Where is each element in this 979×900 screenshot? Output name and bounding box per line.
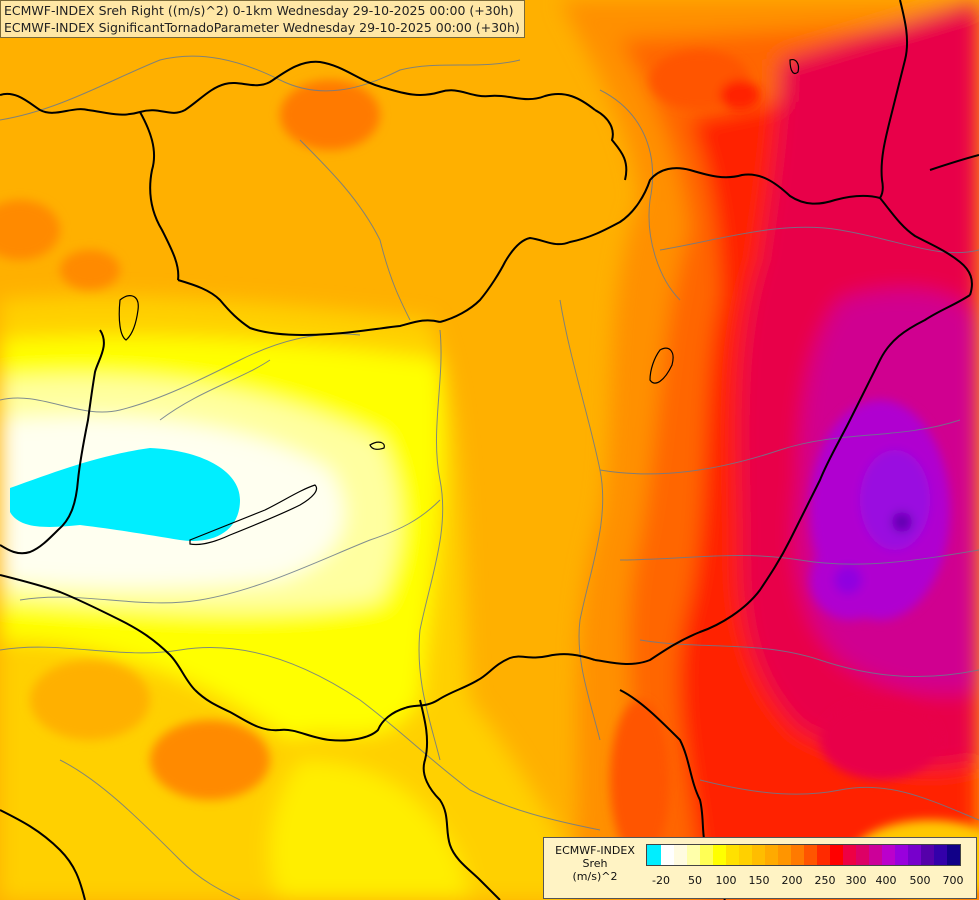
legend-swatch [791,845,804,865]
legend-swatch [739,845,752,865]
deep-purple-core [892,512,912,532]
legend-ticks: -20 50 100 150 200 250 300 400 500 700 [646,874,976,890]
legend-tick-label: 200 [781,874,803,887]
header-line-sreh: ECMWF-INDEX Sreh Right ((m/s)^2) 0-1km W… [4,3,514,18]
border-austria-north [139,111,180,281]
legend-swatch [947,845,960,865]
legend-title: ECMWF-INDEX Sreh (m/s)^2 [548,844,642,883]
orange-blob [150,720,270,800]
legend-swatch [908,845,921,865]
small-lake-ne [789,59,800,75]
legend-title-source: ECMWF-INDEX [555,844,635,857]
legend-swatch [778,845,791,865]
small-lake [369,441,385,450]
legend-tick-label: 500 [909,874,931,887]
purple-spot [834,566,862,594]
legend-swatch [934,845,947,865]
legend-swatch [817,845,830,865]
orange-blob [280,80,380,150]
legend-swatch [752,845,765,865]
border-north-2 [594,109,628,181]
legend-tick-label: 700 [942,874,964,887]
legend-swatch [647,845,661,865]
legend-tick-label: -20 [652,874,670,887]
legend-swatch [674,845,687,865]
orange-blob [30,660,150,740]
legend-tick-label: 100 [715,874,737,887]
border-romania-west [594,294,971,666]
legend-swatch [921,845,934,865]
legend-tick-label: 250 [814,874,836,887]
color-legend: ECMWF-INDEX Sreh (m/s)^2 -20 50 100 150 200 2… [543,837,977,899]
yellow-zone-south [269,760,470,900]
legend-swatch [726,845,739,865]
legend-swatches [646,844,961,866]
crimson-patch [820,700,940,780]
lake-neusiedl [118,295,139,341]
legend-swatch [856,845,869,865]
legend-swatch [895,845,908,865]
border-north-1 [0,60,596,116]
purple-core [860,450,930,550]
small-lake-east [649,347,674,384]
border-austria-slovakia [177,279,441,336]
legend-tick-label: 300 [845,874,867,887]
legend-swatch [869,845,882,865]
legend-tick-label: 150 [748,874,770,887]
border-ne [879,0,909,199]
red-blob [720,80,760,110]
orange-blob [0,200,60,260]
lakes [118,59,800,546]
border-far-east [929,154,979,171]
rivers [0,55,979,900]
border-hungary-croatia [194,653,596,742]
red-blob [610,700,670,860]
orange-blob [60,250,120,290]
border-ukraine-romania [879,197,973,296]
border-sw [0,809,86,900]
map-header: ECMWF-INDEX Sreh Right ((m/s)^2) 0-1km W… [0,0,525,38]
legend-swatch [830,845,843,865]
border-slovenia [0,574,196,691]
border-serbia [419,699,501,900]
legend-swatch [882,845,895,865]
legend-swatch [765,845,778,865]
legend-title-unit: (m/s)^2 [572,870,618,883]
legend-swatch [687,845,700,865]
border-austria-hungary [0,329,105,555]
legend-swatch [661,845,674,865]
lake-balaton [189,484,318,546]
legend-tick-label: 50 [688,874,702,887]
legend-tick-label: 400 [875,874,897,887]
legend-swatch [804,845,817,865]
header-line-stp: ECMWF-INDEX SignificantTornadoParameter … [4,20,520,35]
legend-swatch [843,845,856,865]
border-slovakia-hungary [439,167,881,323]
legend-title-param: Sreh [582,857,608,870]
legend-swatch [700,845,713,865]
legend-swatch [713,845,726,865]
color-field-detail [0,50,979,900]
